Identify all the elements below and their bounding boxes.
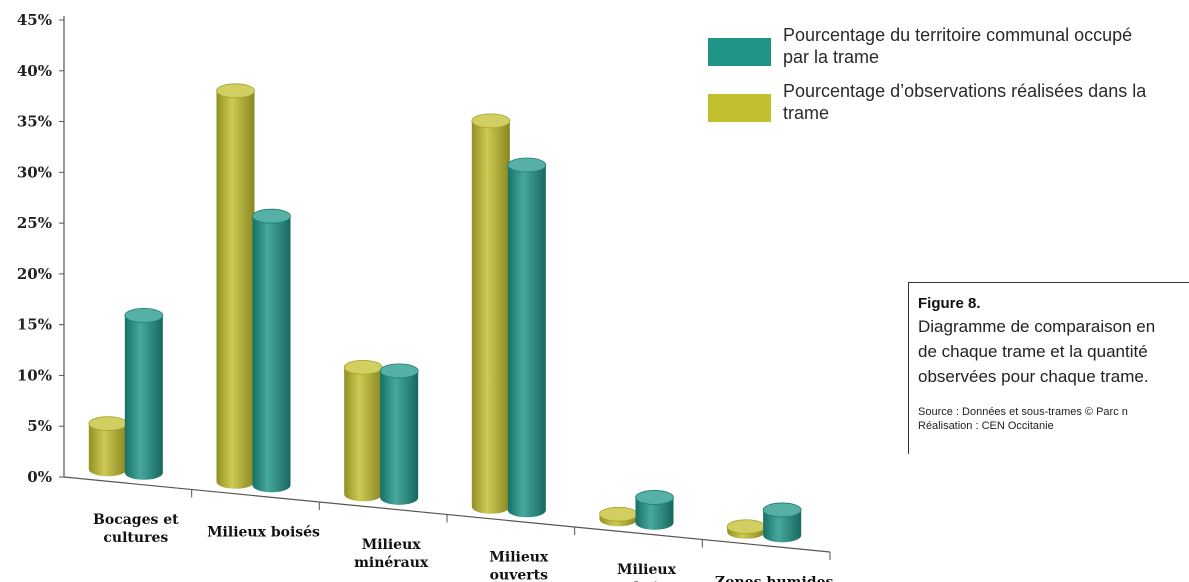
x-category-label: Milieuxurbains [617, 562, 677, 582]
y-tick-label: 10% [17, 366, 52, 384]
bar-observations [599, 506, 638, 527]
x-category-label: Zones humides [715, 575, 834, 582]
legend-label-territoire: Pourcentage du territoire communal occup… [783, 25, 1133, 67]
y-tick-label: 35% [17, 113, 52, 131]
bar-observations [216, 83, 255, 489]
x-category-label: Milieux ouverts [489, 550, 549, 582]
y-tick-label: 0% [27, 468, 52, 486]
bar-observations [88, 416, 128, 477]
x-category-label: Milieux minéraux [354, 537, 429, 571]
legend-label-observations: Pourcentage d’observations réalisées dan… [783, 81, 1147, 123]
y-tick-label: 15% [17, 316, 52, 334]
bar-territoire [635, 490, 674, 530]
bar-territoire [507, 157, 547, 518]
caption-body: Diagramme de comparaison en de chaque tr… [918, 317, 1156, 386]
x-category-label: Milieux boisés [207, 525, 320, 541]
y-tick-label: 45% [17, 11, 52, 29]
y-tick-label: 20% [17, 265, 52, 283]
legend-item-observations: Pourcentage d’observations réalisées dan… [708, 80, 1188, 124]
bar-observations [343, 359, 383, 502]
legend: Pourcentage du territoire communal occup… [708, 24, 1188, 136]
bar-territoire [124, 308, 164, 480]
legend-swatch-observations [708, 94, 771, 122]
legend-swatch-territoire [708, 38, 771, 66]
figure-caption: Figure 8. Diagramme de comparaison en de… [908, 282, 1189, 454]
caption-source: Source : Données et sous-trames © Parc n… [918, 406, 1128, 432]
x-category-label: Bocages et cultures [93, 512, 179, 546]
legend-item-territoire: Pourcentage du territoire communal occup… [708, 24, 1188, 68]
y-tick-label: 25% [17, 214, 52, 232]
bar-territoire [252, 208, 291, 493]
y-tick-label: 5% [27, 417, 52, 435]
y-tick-label: 30% [17, 163, 52, 181]
bar-territoire [762, 502, 802, 543]
y-tick-label: 40% [17, 62, 52, 80]
bar-territoire [379, 363, 419, 505]
bar-observations [726, 519, 766, 539]
bar-observations [471, 113, 511, 514]
caption-title: Figure 8. [918, 295, 981, 312]
